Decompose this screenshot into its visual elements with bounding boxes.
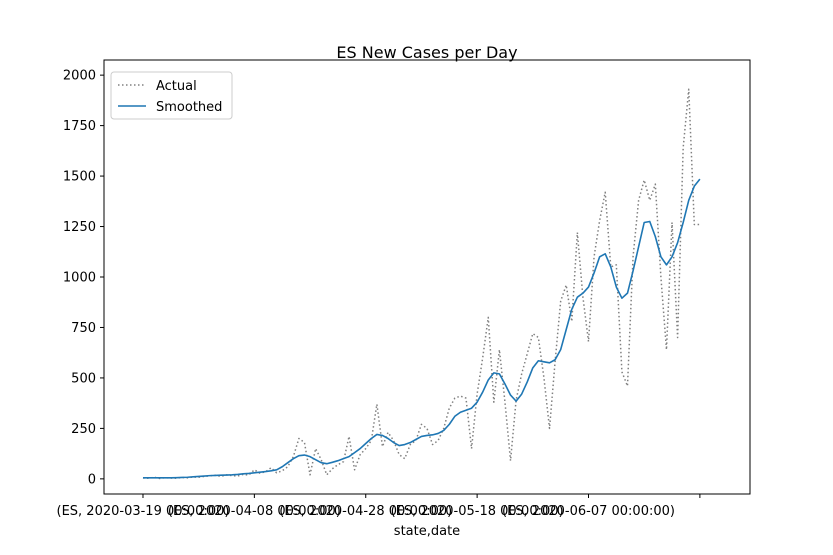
x-tick-label: (ES, 2020-05-18 00:00:00)	[391, 504, 564, 519]
y-tick-label: 1750	[63, 119, 96, 134]
legend-label-smoothed: Smoothed	[156, 100, 222, 115]
y-tick-label: 1000	[63, 271, 96, 286]
series-layer	[142, 88, 701, 480]
x-tick-label: (ES, 2020-04-08 00:00:00)	[168, 504, 341, 519]
y-tick-label: 750	[71, 321, 96, 336]
series-line-smoothed	[142, 178, 701, 479]
x-tick-label: (ES, 2020-04-28 00:00:00)	[279, 504, 452, 519]
chart-title: ES New Cases per Day	[336, 43, 517, 62]
x-tick-label: (ES, 2020-06-07 00:00:00)	[502, 504, 675, 519]
y-tick-label: 1250	[63, 220, 96, 235]
x-axis: (ES, 2020-03-19 00:00:00)(ES, 2020-04-08…	[57, 494, 701, 519]
legend: Actual Smoothed	[110, 71, 233, 120]
x-axis-label: state,date	[394, 524, 460, 539]
x-tick-label: (ES, 2020-03-19 00:00:00)	[57, 504, 230, 519]
y-tick-label: 500	[71, 371, 96, 386]
y-tick-label: 250	[71, 422, 96, 437]
y-tick-label: 0	[88, 472, 96, 487]
legend-label-actual: Actual	[156, 79, 197, 94]
plot-area	[142, 88, 701, 480]
legend-box	[110, 71, 233, 120]
series-line-actual	[142, 88, 700, 480]
y-tick-label: 2000	[63, 69, 96, 84]
y-tick-label: 1500	[63, 170, 96, 185]
y-axis: 0 250 500 750 1000 1250 1500 1750 2000	[63, 69, 104, 487]
